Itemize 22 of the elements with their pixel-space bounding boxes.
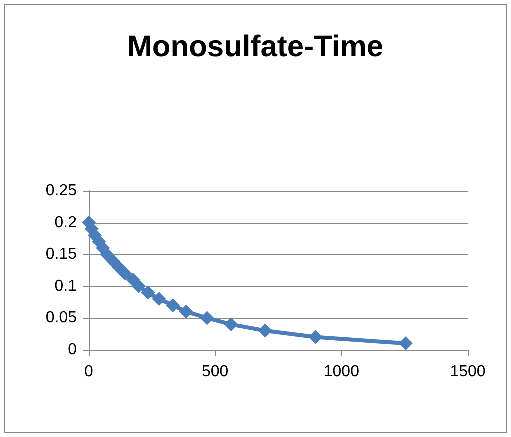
- chart-title: Monosulfate-Time: [127, 30, 384, 64]
- x-tick-label: 0: [84, 364, 94, 380]
- y-tick-label: 0.25: [46, 182, 78, 200]
- point: [118, 266, 132, 281]
- point: [141, 286, 156, 300]
- y-tick-label: 0.15: [46, 246, 78, 264]
- x-tick-label: 1500: [450, 364, 486, 380]
- point: [224, 318, 238, 332]
- x-tick-label: 500: [202, 364, 229, 380]
- point: [152, 292, 166, 306]
- y-tick-label: 0.1: [54, 278, 78, 295]
- y-tick-label: 0: [68, 342, 78, 358]
- point: [132, 279, 146, 294]
- point: [398, 336, 413, 351]
- y-tick-label: 0.2: [54, 214, 78, 232]
- point: [258, 324, 272, 338]
- point: [200, 311, 214, 326]
- point: [179, 304, 194, 319]
- y-tick-label: 0.05: [46, 310, 78, 327]
- x-tick-label: 1000: [324, 364, 360, 380]
- point: [308, 330, 323, 344]
- point: [166, 298, 180, 312]
